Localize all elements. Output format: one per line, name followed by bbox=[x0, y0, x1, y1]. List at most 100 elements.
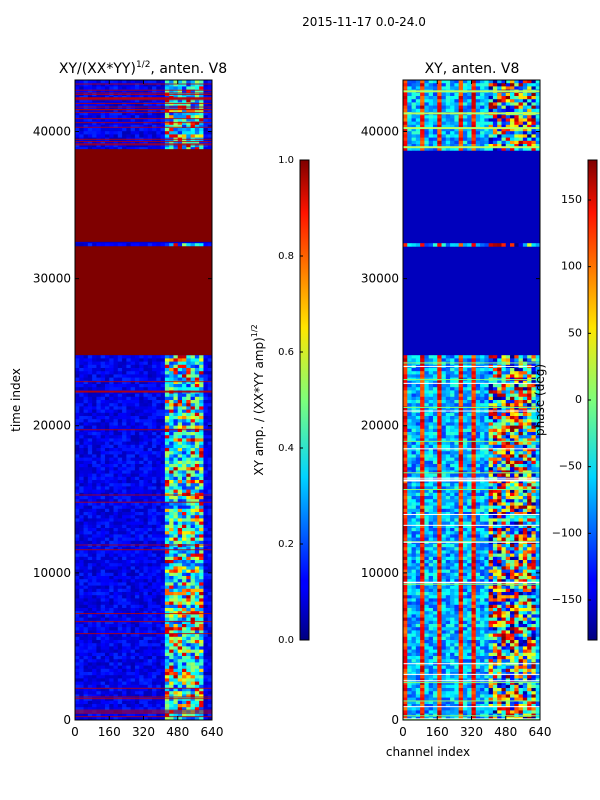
left-cell bbox=[122, 419, 127, 423]
left-cell bbox=[152, 611, 157, 615]
left-cell bbox=[199, 409, 204, 414]
left-cell bbox=[87, 409, 93, 414]
left-cell bbox=[190, 675, 196, 679]
left-cell bbox=[92, 707, 97, 711]
left-cell bbox=[75, 400, 80, 404]
left-cell bbox=[87, 643, 93, 647]
left-cell bbox=[75, 134, 80, 138]
left-cell bbox=[143, 604, 149, 609]
left-cell bbox=[152, 576, 157, 580]
left-cell bbox=[130, 716, 136, 721]
left-cell bbox=[130, 608, 136, 612]
left-cell bbox=[87, 115, 93, 119]
left-cell bbox=[83, 403, 89, 407]
left-cell bbox=[203, 144, 209, 148]
left-cell bbox=[156, 633, 161, 638]
left-colorbar-ticks: 0.00.20.40.60.81.0 bbox=[278, 155, 303, 646]
left-cell bbox=[177, 553, 183, 558]
left-cell bbox=[143, 364, 149, 369]
left-cell bbox=[130, 649, 136, 654]
left-cell bbox=[83, 131, 89, 135]
left-cell bbox=[130, 412, 136, 417]
left-cell bbox=[79, 448, 84, 452]
left-cell bbox=[173, 668, 179, 673]
left-cell bbox=[143, 499, 149, 503]
left-cell bbox=[113, 633, 119, 638]
right-cell bbox=[454, 124, 459, 129]
right-cell bbox=[432, 83, 438, 87]
left-cell bbox=[182, 444, 187, 449]
left-cell bbox=[207, 355, 213, 359]
left-cell bbox=[182, 140, 187, 145]
left-cell bbox=[75, 585, 80, 590]
left-cell bbox=[182, 451, 187, 455]
left-cell bbox=[203, 576, 209, 580]
left-cell bbox=[87, 108, 93, 113]
right-cell bbox=[407, 118, 412, 122]
left-cell bbox=[139, 480, 144, 484]
left-cell bbox=[83, 601, 89, 606]
left-cell bbox=[122, 99, 127, 103]
left-cell bbox=[134, 624, 140, 628]
left-cell bbox=[194, 425, 200, 430]
left-cell bbox=[182, 678, 187, 682]
left-cell bbox=[186, 652, 191, 657]
left-cell bbox=[79, 585, 84, 590]
left-cell bbox=[164, 451, 170, 455]
left-cell bbox=[194, 601, 200, 606]
left-cell bbox=[199, 582, 204, 586]
left-cell bbox=[126, 432, 131, 436]
left-cell bbox=[96, 550, 101, 554]
left-cell bbox=[139, 582, 144, 586]
left-cell bbox=[100, 576, 106, 580]
left-cell bbox=[203, 624, 209, 628]
left-streak bbox=[75, 99, 212, 101]
left-cell bbox=[182, 697, 187, 702]
left-cell bbox=[83, 419, 89, 423]
left-cell bbox=[160, 588, 166, 593]
left-cell bbox=[147, 707, 153, 711]
left-cell bbox=[207, 630, 213, 634]
left-cell bbox=[156, 646, 161, 650]
left-cell bbox=[104, 406, 110, 410]
left-cell bbox=[100, 121, 106, 126]
right-cell bbox=[407, 131, 412, 135]
left-cell bbox=[199, 627, 204, 631]
left-cell bbox=[194, 486, 200, 490]
left-cell bbox=[83, 144, 89, 148]
left-cell bbox=[173, 707, 179, 711]
left-streak bbox=[75, 138, 212, 140]
left-cell bbox=[100, 380, 106, 385]
left-cell bbox=[83, 435, 89, 439]
left-cell bbox=[177, 640, 183, 644]
right-cell bbox=[428, 124, 434, 129]
left-cell bbox=[169, 534, 174, 538]
left-cell bbox=[117, 684, 123, 689]
left-cell bbox=[199, 438, 204, 442]
left-cell bbox=[199, 499, 204, 503]
left-cell bbox=[96, 700, 101, 705]
left-streak bbox=[75, 501, 212, 503]
left-cell bbox=[190, 86, 196, 90]
left-cell bbox=[126, 592, 131, 596]
left-cell bbox=[207, 678, 213, 682]
left-cell bbox=[203, 489, 209, 494]
left-cell bbox=[160, 422, 166, 426]
left-cell bbox=[79, 659, 84, 663]
left-cell bbox=[117, 457, 123, 462]
left-streak bbox=[75, 621, 212, 623]
left-cell bbox=[87, 675, 93, 679]
left-cell bbox=[207, 435, 213, 439]
left-cell bbox=[134, 630, 140, 634]
left-cell bbox=[113, 611, 119, 615]
left-cell bbox=[190, 489, 196, 494]
left-cell bbox=[117, 102, 123, 106]
left-cell bbox=[190, 396, 196, 401]
right-cell bbox=[518, 121, 524, 126]
left-cell bbox=[122, 499, 127, 503]
right-cell bbox=[522, 105, 528, 110]
left-cell bbox=[87, 358, 93, 362]
left-cell bbox=[186, 467, 191, 471]
left-cell bbox=[92, 364, 97, 369]
left-cell bbox=[160, 432, 166, 436]
